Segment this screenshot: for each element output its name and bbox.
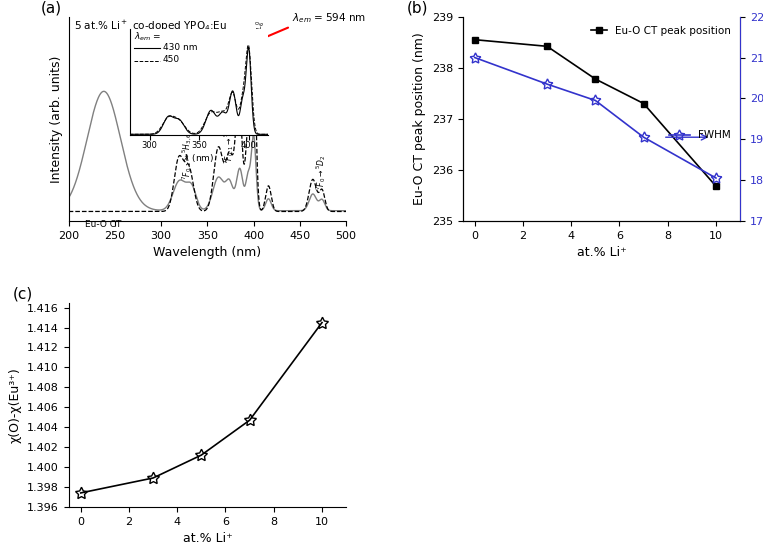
- Line: Eu-O CT peak position: Eu-O CT peak position: [472, 36, 720, 190]
- Text: 5 at.% Li$^+$ co-doped YPO$_4$:Eu: 5 at.% Li$^+$ co-doped YPO$_4$:Eu: [74, 19, 227, 34]
- Text: $^7F_0{\to}^5L_6^0$: $^7F_0{\to}^5L_6^0$: [255, 20, 268, 52]
- Eu-O CT peak position: [591, 76, 600, 82]
- Text: $^7F_{0,1}{\to}^5D_0$: $^7F_{0,1}{\to}^5D_0$: [222, 122, 236, 164]
- Text: $\lambda_{em}$ = 594 nm: $\lambda_{em}$ = 594 nm: [291, 11, 365, 25]
- X-axis label: at.% Li⁺: at.% Li⁺: [182, 532, 232, 545]
- Text: $^7F_0{\to}^5D_2$: $^7F_0{\to}^5D_2$: [314, 154, 327, 189]
- Line: FWHM: FWHM: [469, 52, 722, 184]
- Text: Eu-O CT: Eu-O CT: [85, 220, 121, 229]
- FWHM: [470, 54, 479, 61]
- Text: 380 nm: 380 nm: [212, 60, 234, 101]
- Y-axis label: χ(O)-χ(Eu³⁺): χ(O)-χ(Eu³⁺): [8, 367, 21, 443]
- Text: $^7F_{0,1}{\to}^5H_{3,6}$: $^7F_{0,1}{\to}^5H_{3,6}$: [181, 131, 195, 180]
- Eu-O CT peak position: [542, 43, 552, 50]
- FWHM: [711, 175, 720, 182]
- Y-axis label: Intensity (arb. units): Intensity (arb. units): [50, 55, 63, 183]
- FWHM: [542, 81, 552, 87]
- FWHM: [591, 97, 600, 104]
- X-axis label: Wavelength (nm): Wavelength (nm): [153, 246, 262, 259]
- Text: (a): (a): [41, 1, 62, 16]
- Text: (b): (b): [407, 1, 429, 16]
- Y-axis label: Eu-O CT peak position (nm): Eu-O CT peak position (nm): [413, 32, 426, 205]
- Eu-O CT peak position: [639, 100, 649, 107]
- Legend: FWHM: FWHM: [665, 126, 735, 144]
- Eu-O CT peak position: [711, 183, 720, 189]
- Text: (c): (c): [13, 286, 34, 301]
- Legend: Eu-O CT peak position: Eu-O CT peak position: [587, 22, 735, 40]
- Eu-O CT peak position: [470, 36, 479, 43]
- FWHM: [639, 134, 649, 140]
- Text: $^7F_{0,1}{\to}^5G_1\ ^5L_7$: $^7F_{0,1}{\to}^5G_1\ ^5L_7$: [238, 63, 250, 115]
- X-axis label: at.% Li⁺: at.% Li⁺: [577, 246, 626, 259]
